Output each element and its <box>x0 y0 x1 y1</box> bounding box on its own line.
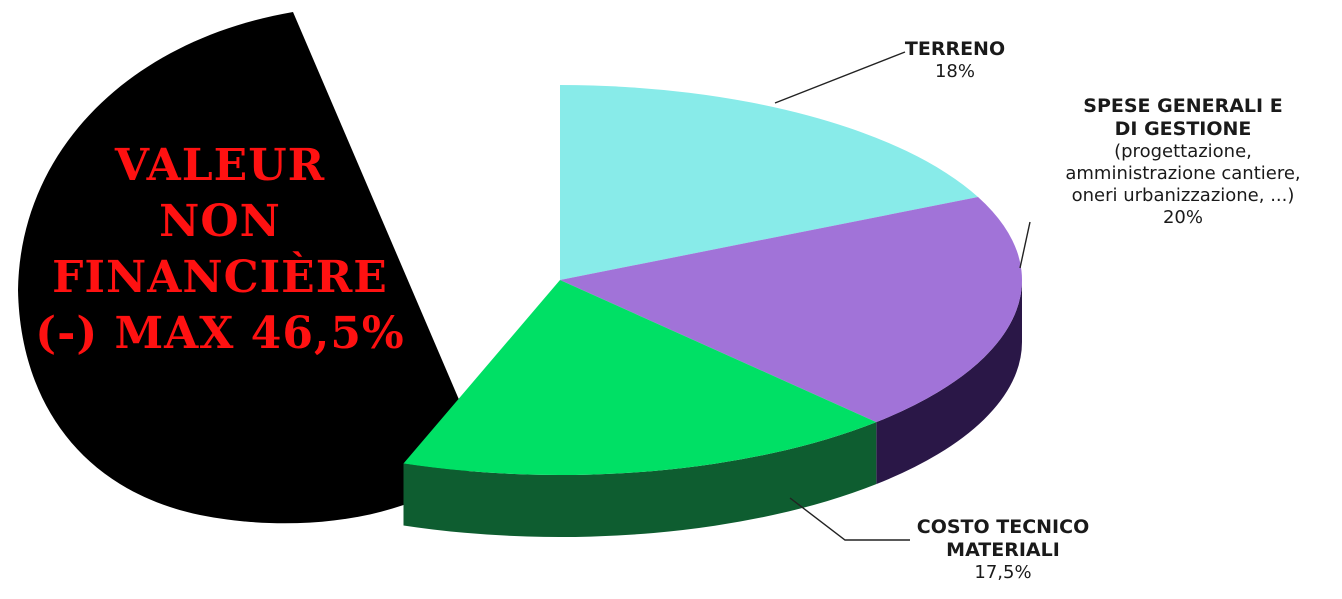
slice-label-1-0: SPESE GENERALI E <box>1083 95 1282 117</box>
pie-3d <box>403 85 1022 537</box>
slice-label-1-1: DI GESTIONE <box>1115 118 1252 140</box>
overlay-line-1: VALEUR <box>114 140 326 191</box>
overlay-line-4: (-) MAX 46,5% <box>35 308 405 359</box>
non-financial-value-label: VALEUR NON FINANCIÈRE (-) MAX 46,5% <box>20 138 420 362</box>
pie-slice-1 <box>560 196 1022 423</box>
slice-detail-1-1: amministrazione cantiere, <box>1065 163 1300 184</box>
pie-slice-non-financial <box>18 12 484 524</box>
slice-value-2: 17,5% <box>974 562 1031 583</box>
slice-label-2-0: COSTO TECNICO <box>917 516 1089 538</box>
pie-slice-2 <box>403 280 877 475</box>
leader-line-2 <box>789 497 910 541</box>
leader-line-0 <box>774 51 906 104</box>
slice-label-2-1: MATERIALI <box>946 539 1060 561</box>
slice-value-0: 18% <box>935 61 975 82</box>
leader-line-1 <box>1019 221 1031 269</box>
pie-slice-0 <box>560 85 979 280</box>
slice-value-1: 20% <box>1163 207 1203 228</box>
slice-label-0-0: TERRENO <box>905 38 1005 60</box>
slice-detail-1-2: oneri urbanizzazione, ...) <box>1072 185 1295 206</box>
pie-side-1 <box>876 280 1022 485</box>
overlay-line-2: NON <box>159 196 281 247</box>
pie-side-2 <box>403 422 877 537</box>
slice-detail-1-0: (progettazione, <box>1114 141 1252 162</box>
overlay-line-3: FINANCIÈRE <box>52 252 388 303</box>
